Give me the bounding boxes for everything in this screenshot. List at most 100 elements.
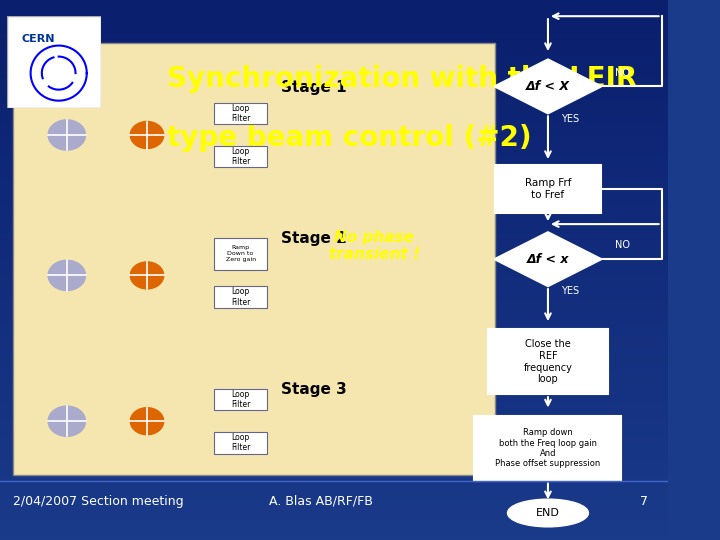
Bar	[0, 410, 668, 416]
Bar	[0, 416, 668, 421]
Bar	[0, 16, 668, 22]
Bar	[0, 0, 668, 5]
Bar	[0, 481, 668, 486]
FancyBboxPatch shape	[14, 43, 495, 475]
Bar	[0, 529, 668, 535]
Bar	[0, 38, 668, 43]
Text: END: END	[536, 508, 560, 518]
FancyBboxPatch shape	[214, 146, 267, 167]
Ellipse shape	[508, 500, 588, 526]
Bar	[0, 383, 668, 389]
Bar	[0, 367, 668, 373]
Bar	[0, 76, 668, 81]
Bar	[0, 43, 668, 49]
Circle shape	[130, 262, 163, 289]
Bar	[0, 167, 668, 173]
Bar	[0, 281, 668, 286]
Bar	[0, 362, 668, 367]
Text: YES: YES	[562, 286, 580, 296]
Bar	[0, 254, 668, 259]
Bar	[0, 200, 668, 205]
Bar	[0, 313, 668, 319]
Bar	[0, 448, 668, 454]
Bar	[0, 524, 668, 529]
Bar	[0, 119, 668, 124]
Bar	[0, 113, 668, 119]
Text: NO: NO	[615, 68, 630, 78]
Bar	[0, 378, 668, 383]
Text: Stage 2: Stage 2	[281, 231, 346, 246]
Text: Stage 3: Stage 3	[281, 382, 346, 397]
Bar	[0, 232, 668, 238]
Text: Stage 1: Stage 1	[281, 80, 346, 95]
Text: CERN: CERN	[22, 34, 55, 44]
Circle shape	[130, 408, 163, 435]
Bar	[0, 286, 668, 292]
Bar	[0, 486, 668, 491]
Bar	[0, 497, 668, 502]
Bar	[0, 502, 668, 508]
Text: Loop
Filter: Loop Filter	[231, 104, 251, 123]
Bar	[0, 518, 668, 524]
Bar	[0, 437, 668, 443]
Bar	[0, 59, 668, 65]
Bar	[0, 81, 668, 86]
Polygon shape	[495, 232, 601, 286]
Bar	[0, 394, 668, 400]
Bar	[0, 49, 668, 54]
Bar	[0, 308, 668, 313]
Bar	[0, 65, 668, 70]
Bar	[0, 178, 668, 184]
Text: Loop
Filter: Loop Filter	[231, 390, 251, 409]
Bar	[0, 346, 668, 351]
Text: NO: NO	[615, 240, 630, 251]
Bar	[0, 108, 668, 113]
Circle shape	[48, 120, 86, 150]
Bar	[0, 86, 668, 92]
Bar	[0, 491, 668, 497]
Text: No phase
transient !: No phase transient !	[329, 230, 420, 262]
Bar	[0, 292, 668, 297]
Bar	[0, 356, 668, 362]
Bar	[0, 340, 668, 346]
Text: Loop
Filter: Loop Filter	[231, 433, 251, 453]
Bar	[0, 216, 668, 221]
FancyBboxPatch shape	[214, 103, 267, 124]
Bar	[0, 97, 668, 103]
Bar	[0, 513, 668, 518]
Bar	[0, 454, 668, 459]
Bar	[0, 475, 668, 481]
Bar	[0, 54, 668, 59]
Bar	[0, 70, 668, 76]
Bar	[0, 22, 668, 27]
FancyBboxPatch shape	[214, 286, 267, 308]
Bar	[0, 459, 668, 464]
Bar	[0, 221, 668, 227]
Bar	[0, 151, 668, 157]
Bar	[0, 146, 668, 151]
Text: Synchronization with the LEIR: Synchronization with the LEIR	[167, 65, 637, 93]
Bar	[0, 335, 668, 340]
Bar	[0, 297, 668, 302]
Bar	[0, 211, 668, 216]
Text: type beam control (#2): type beam control (#2)	[167, 124, 531, 152]
Bar	[0, 27, 668, 32]
Text: YES: YES	[562, 113, 580, 124]
Bar	[0, 189, 668, 194]
Text: Ramp down
both the Freq loop gain
And
Phase offset suppression: Ramp down both the Freq loop gain And Ph…	[495, 428, 600, 468]
Bar	[0, 103, 668, 108]
Bar	[0, 32, 668, 38]
Text: Loop
Filter: Loop Filter	[231, 147, 251, 166]
Bar	[0, 162, 668, 167]
Text: Ramp Frf
to Fref: Ramp Frf to Fref	[525, 178, 571, 200]
Text: Δf < X: Δf < X	[526, 80, 570, 93]
Bar	[0, 432, 668, 437]
Text: Ramp
Down to
Zero gain: Ramp Down to Zero gain	[225, 246, 256, 262]
Text: A. Blas AB/RF/FB: A. Blas AB/RF/FB	[269, 495, 373, 508]
Bar	[0, 227, 668, 232]
Bar	[0, 351, 668, 356]
FancyBboxPatch shape	[488, 329, 608, 394]
Bar	[0, 248, 668, 254]
Bar	[0, 259, 668, 265]
Bar	[0, 11, 668, 16]
